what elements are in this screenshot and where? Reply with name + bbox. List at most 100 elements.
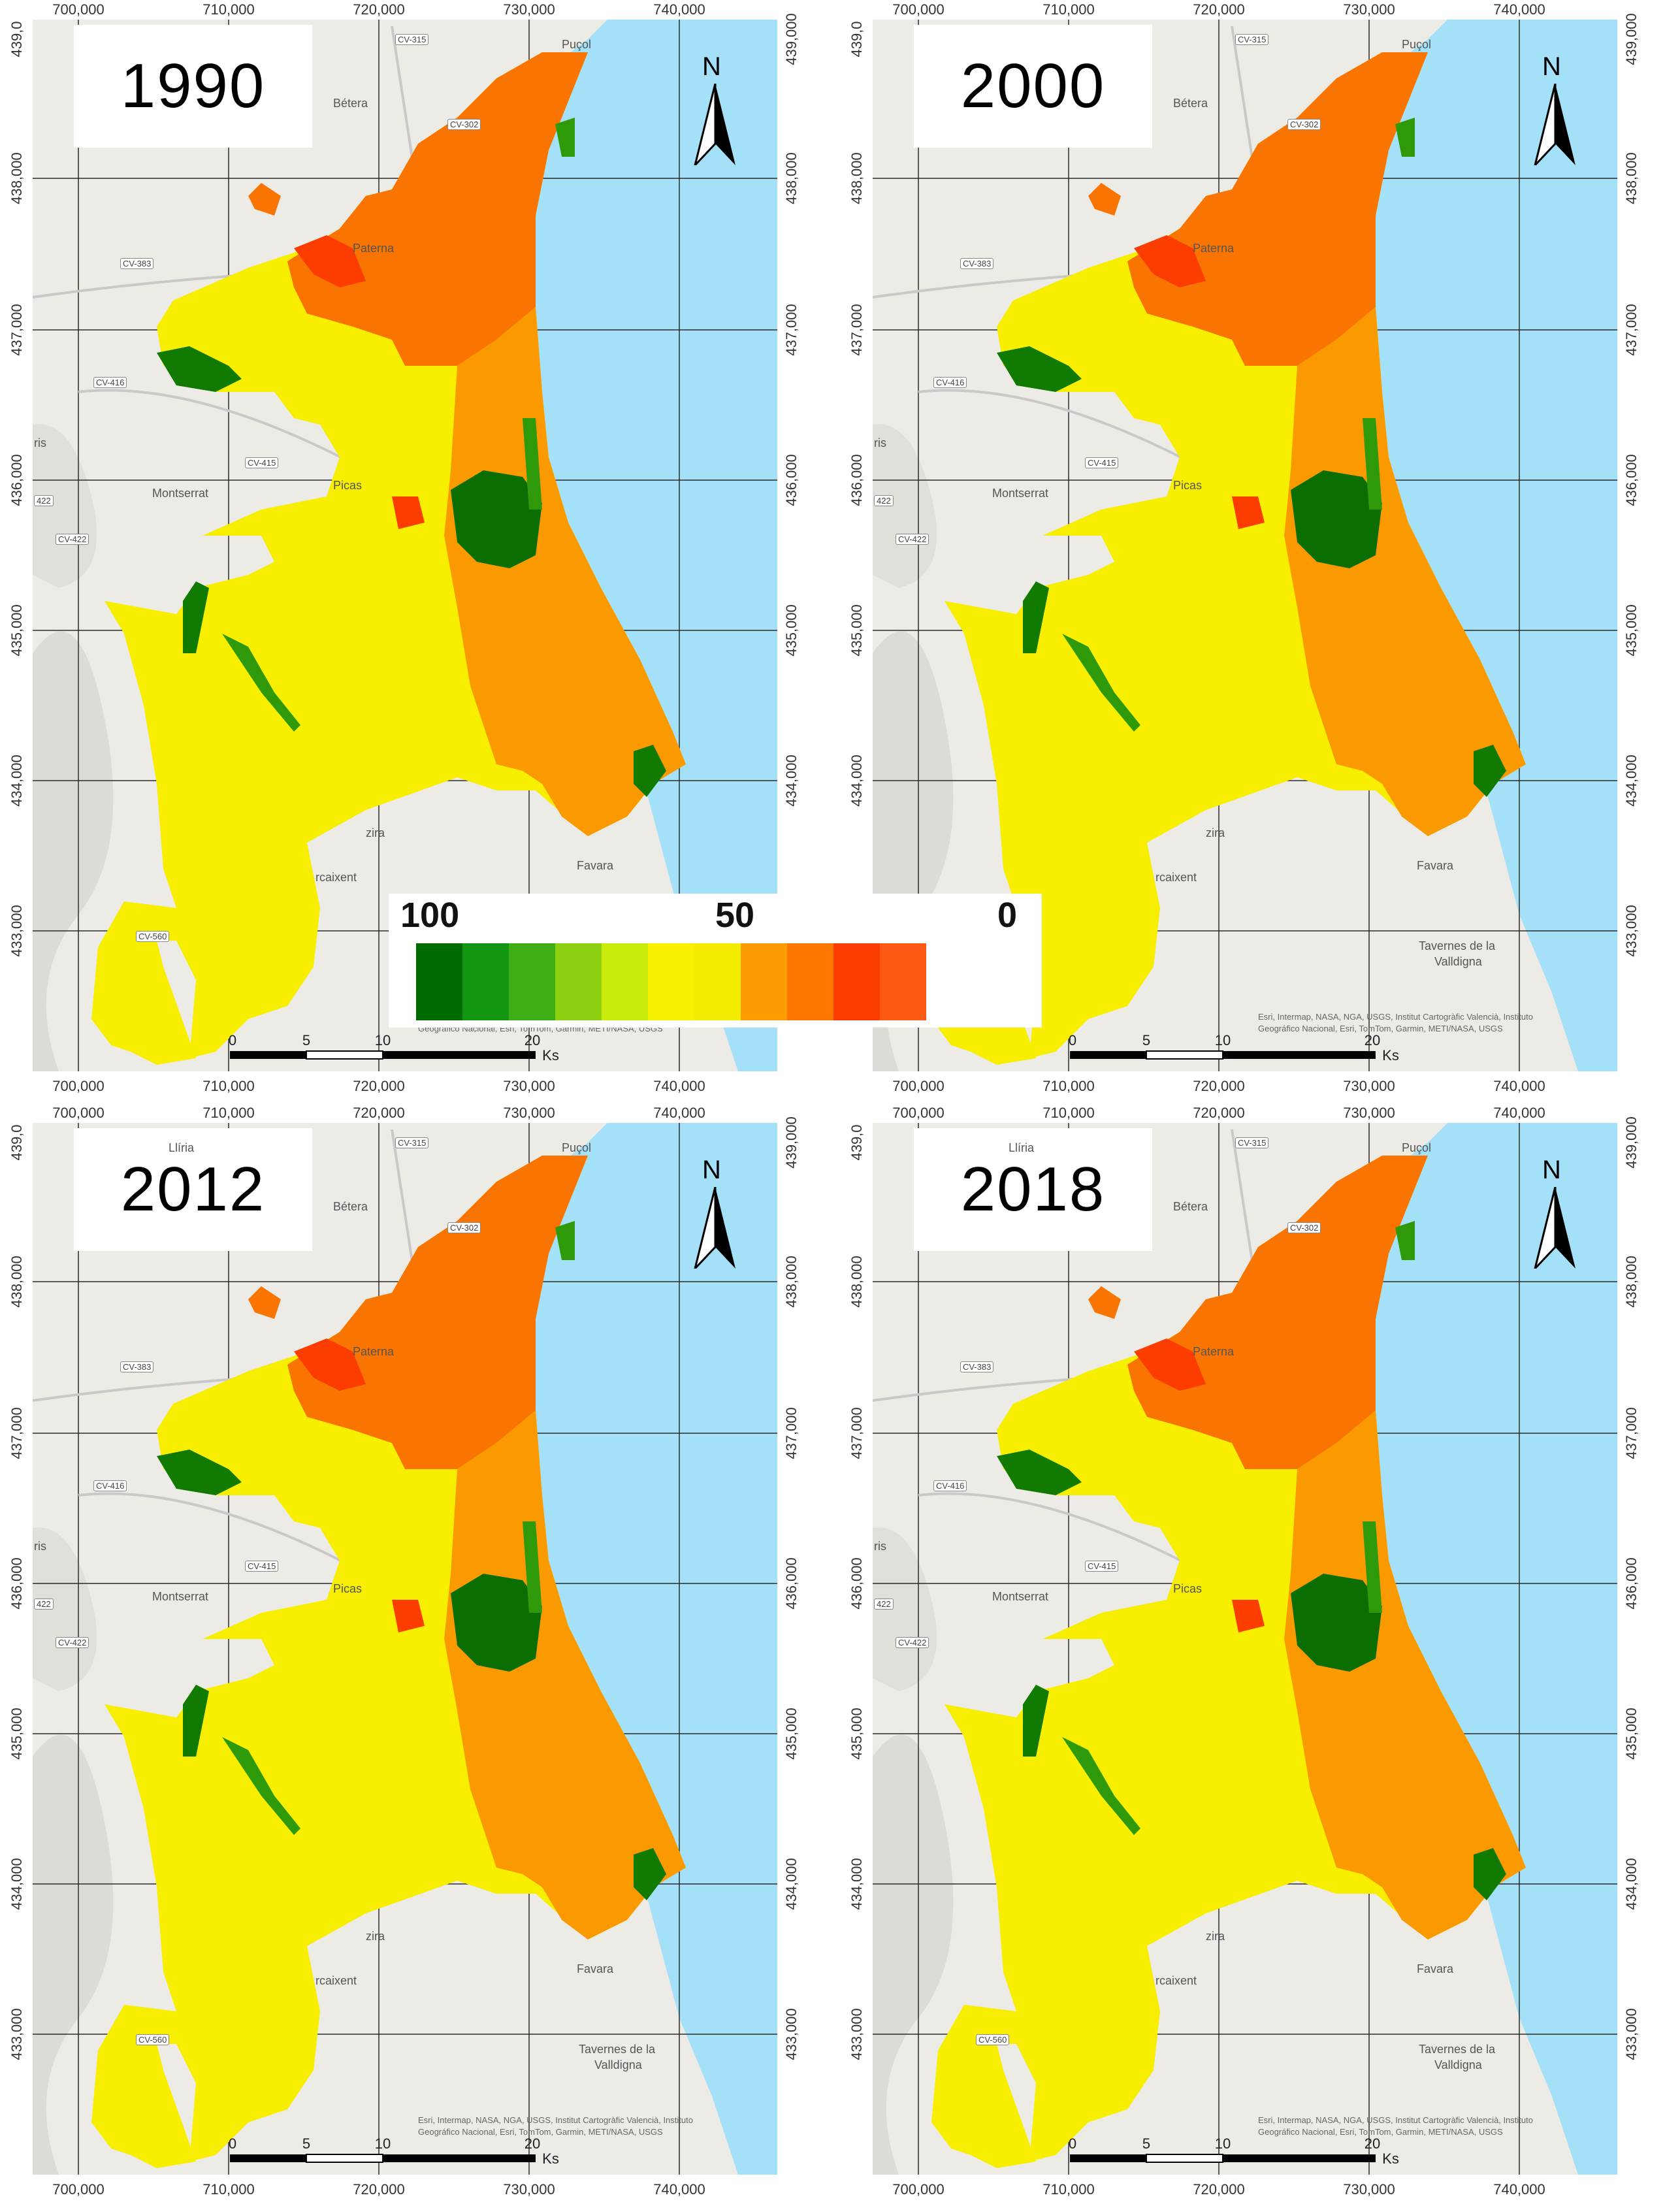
place-label: Puçol (1402, 38, 1432, 51)
index-zone-green (1363, 1521, 1382, 1613)
road-shield: CV-415 (245, 1561, 279, 1572)
scale-unit: Ks (1382, 2150, 1399, 2167)
northing-tick: 436,000 (8, 1557, 25, 1610)
easting-tick: 720,000 (1193, 2181, 1245, 2198)
northing-tick: 437,000 (783, 1407, 800, 1459)
index-zone-yellow (931, 52, 1526, 1065)
northing-tick: 434,000 (783, 1858, 800, 1910)
easting-tick: 720,000 (1193, 1, 1245, 18)
index-zone-yellow (91, 1156, 686, 2168)
scale-unit: Ks (542, 2150, 559, 2167)
legend-label-high: 100 (400, 896, 460, 935)
northing-tick: 433,000 (783, 2008, 800, 2060)
index-zone-dark-orange (1088, 1286, 1121, 1319)
easting-tick: 710,000 (1042, 1105, 1095, 1121)
road-shield: CV-302 (447, 1222, 481, 1233)
place-label: ris (34, 436, 46, 449)
index-zone-dark-orange (1127, 52, 1428, 366)
index-zone-yellow (931, 1156, 1526, 2168)
northing-tick: 439,000 (783, 13, 800, 65)
index-zone-green (1023, 581, 1049, 653)
road-shield: CV-415 (1085, 1561, 1119, 1572)
easting-tick: 700,000 (892, 1105, 945, 1121)
road-shield: CV-383 (120, 258, 154, 269)
northing-tick: 438,000 (1623, 1256, 1640, 1308)
scale-tick: 0 (1068, 2135, 1077, 2152)
year-label-box: 2018 (914, 1128, 1152, 1251)
road-shield: CV-383 (960, 1361, 994, 1372)
northing-tick: 439,0 (8, 1124, 25, 1161)
attribution-line: Esri, Intermap, NASA, NGA, USGS, Institu… (1258, 1012, 1533, 1022)
place-label: Tavernes de la (1419, 939, 1496, 952)
easting-tick: 730,000 (1343, 2181, 1395, 2198)
road-shield: CV-302 (1287, 1222, 1321, 1233)
northing-tick: 436,000 (783, 1557, 800, 1610)
index-zone-orange (1284, 1410, 1526, 1939)
index-zone-green (222, 634, 300, 732)
terrain-hills (873, 1527, 937, 1691)
place-label: Paterna (1193, 242, 1235, 255)
road-shield: CV-315 (1235, 1137, 1269, 1148)
northing-tick: 437,000 (8, 304, 25, 356)
place-label: zira (1206, 1930, 1225, 1943)
northing-tick: 435,000 (783, 1708, 800, 1760)
place-label: Montserrat (152, 1590, 209, 1603)
index-zone-green (1023, 1685, 1049, 1757)
road-shield: CV-422 (56, 1637, 89, 1648)
northing-tick: 439,000 (1623, 13, 1640, 65)
place-label: Montserrat (992, 1590, 1049, 1603)
attribution-line: Geográfico Nacional, Esri, TomTom, Garmi… (418, 2127, 663, 2137)
easting-tick: 700,000 (52, 1, 105, 18)
place-label: Paterna (353, 1345, 395, 1358)
road-shield: CV-560 (136, 2034, 170, 2045)
easting-tick: 730,000 (503, 1, 555, 18)
place-label: ris (874, 436, 886, 449)
year-label: 1990 (120, 51, 266, 121)
place-label: Picas (1173, 479, 1203, 492)
northing-tick: 436,000 (848, 454, 865, 506)
easting-tick: 740,000 (1493, 2181, 1545, 2198)
road-shield: CV-383 (960, 258, 994, 269)
legend-swatch (462, 943, 509, 1020)
easting-tick: 700,000 (52, 2181, 105, 2198)
place-label: zira (366, 826, 385, 839)
easting-tick: 740,000 (653, 1078, 705, 1094)
index-zone-green (555, 118, 575, 157)
easting-tick: 730,000 (503, 2181, 555, 2198)
scale-tick: 10 (1214, 1032, 1231, 1048)
northing-tick: 436,000 (8, 454, 25, 506)
easting-tick: 730,000 (1343, 1105, 1395, 1121)
northing-tick: 434,000 (1623, 754, 1640, 807)
index-zone-red (1134, 1338, 1206, 1391)
northing-tick: 435,000 (1623, 1708, 1640, 1760)
legend-swatch (602, 943, 648, 1020)
place-label: Tavernes de la (1419, 2043, 1496, 2056)
northing-tick: 433,000 (848, 2008, 865, 2060)
northing-tick: 435,000 (783, 604, 800, 657)
year-label-box: 2000 (914, 25, 1152, 148)
easting-tick: 710,000 (1042, 2181, 1095, 2198)
legend-swatch (880, 943, 926, 1020)
easting-tick: 710,000 (202, 1, 255, 18)
place-label: Valldigna (594, 2058, 642, 2071)
north-label: N (702, 52, 721, 81)
road-shield: CV-415 (245, 457, 279, 468)
legend-swatch (416, 943, 462, 1020)
attribution: Esri, Intermap, NASA, NGA, USGS, Institu… (1258, 1011, 1533, 1035)
scale-bar (230, 1050, 536, 1060)
easting-tick: 730,000 (503, 1078, 555, 1094)
place-label: rcaixent (315, 871, 357, 884)
northing-tick: 439,0 (848, 1124, 865, 1161)
place-label: Bétera (1173, 1200, 1208, 1213)
northing-tick: 439,000 (783, 1116, 800, 1169)
place-label: Favara (1417, 859, 1454, 872)
legend-swatch (509, 943, 555, 1020)
road-shield: CV-315 (1235, 34, 1269, 45)
northing-tick: 438,000 (848, 152, 865, 204)
road-shield: CV-422 (896, 1637, 929, 1648)
road-shield: CV-383 (120, 1361, 154, 1372)
index-zone-green (1062, 634, 1140, 732)
attribution: Esri, Intermap, NASA, NGA, USGS, Institu… (418, 2115, 693, 2138)
index-zone-green (634, 1848, 666, 1900)
easting-tick: 700,000 (52, 1078, 105, 1094)
